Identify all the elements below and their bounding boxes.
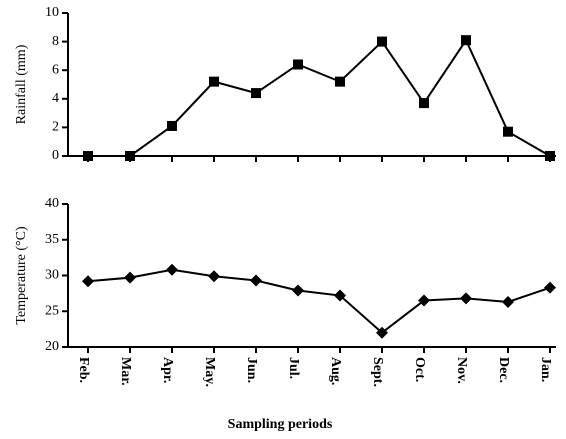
data-point: [251, 88, 261, 99]
x-tick-label: Feb.: [76, 357, 91, 383]
x-tick-label: Apr.: [160, 357, 175, 383]
x-axis-label: Sampling periods: [228, 417, 333, 432]
y-tick-label: 0: [52, 148, 59, 163]
data-point: [208, 270, 220, 283]
data-point: [335, 76, 345, 87]
y-tick-label: 30: [45, 268, 59, 283]
y-axis-label: Rainfall (mm): [14, 44, 29, 124]
data-point: [83, 151, 93, 161]
y-tick-label: 10: [45, 5, 59, 20]
x-tick-label: Oct.: [412, 357, 427, 382]
data-point: [250, 274, 262, 287]
data-point: [419, 98, 429, 109]
data-point: [502, 295, 514, 308]
x-tick-label: Dec.: [496, 357, 511, 383]
y-tick-label: 40: [45, 196, 59, 211]
data-point: [334, 289, 346, 302]
y-tick-label: 8: [52, 34, 59, 49]
data-point: [418, 294, 430, 307]
data-point: [292, 284, 304, 297]
data-point: [460, 292, 472, 305]
x-tick-label: Nov.: [454, 357, 469, 384]
data-point: [125, 151, 135, 161]
data-line: [88, 38, 551, 157]
data-point: [376, 326, 388, 339]
y-tick-label: 6: [52, 62, 59, 77]
y-tick-label: 20: [45, 339, 59, 354]
y-tick-label: 25: [45, 303, 59, 318]
data-point: [377, 36, 387, 47]
y-tick-label: 4: [52, 91, 59, 106]
y-tick-label: 2: [52, 120, 59, 135]
data-point: [166, 263, 178, 276]
data-line: [87, 268, 551, 334]
data-point: [124, 271, 136, 284]
data-point: [209, 76, 219, 87]
data-point: [503, 126, 513, 137]
data-point: [167, 120, 177, 131]
x-tick-label: Mar.: [118, 357, 133, 386]
x-tick-label: Jan.: [538, 357, 553, 382]
data-point: [293, 59, 303, 70]
y-tick-label: 35: [45, 232, 59, 247]
x-tick-label: May.: [202, 357, 217, 387]
data-point: [461, 35, 471, 46]
y-axis-label: Temperature (°C): [14, 226, 29, 325]
x-tick-label: Jun.: [244, 357, 259, 383]
x-tick-label: Jul.: [286, 357, 301, 379]
data-point: [545, 151, 555, 161]
x-tick-label: Aug.: [328, 357, 343, 385]
x-tick-label: Sept.: [370, 357, 385, 387]
data-point: [82, 275, 94, 288]
data-point: [544, 281, 556, 294]
